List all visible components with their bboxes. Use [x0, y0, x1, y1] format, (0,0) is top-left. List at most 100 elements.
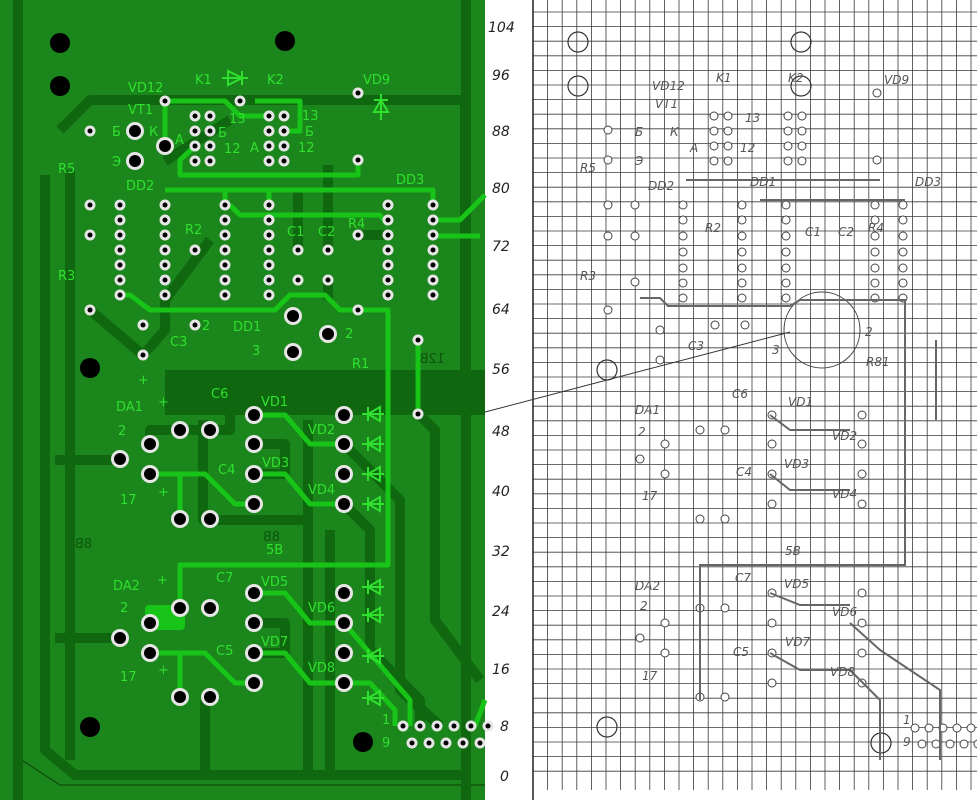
pad-hole — [400, 723, 406, 729]
bottom-trace — [162, 115, 233, 166]
paper-label: 17 — [642, 489, 658, 503]
y-tick-label: 40 — [492, 484, 510, 500]
pad-hole — [222, 277, 228, 283]
pad-hole — [430, 262, 436, 268]
paper-label: 2 — [638, 425, 646, 439]
y-tick-label: 72 — [492, 239, 510, 255]
label-b: Б — [218, 126, 227, 141]
paper-label: VD9 — [884, 73, 909, 87]
y-tick-label: 48 — [492, 424, 510, 440]
paper-pad — [952, 723, 962, 733]
pad-hole — [248, 468, 260, 480]
pad-hole — [415, 337, 421, 343]
label-c1: C1 — [287, 225, 304, 240]
pad-hole — [266, 113, 272, 119]
diode-icon — [362, 465, 384, 483]
paper-label: Э — [634, 154, 644, 168]
paper-pad — [603, 231, 613, 241]
pad-hole — [266, 143, 272, 149]
paper-label: 9 — [903, 735, 911, 749]
pad-hole — [281, 143, 287, 149]
paper-label: К — [670, 125, 679, 139]
pad-hole — [117, 292, 123, 298]
pad-hole — [174, 513, 186, 525]
paper-label: R3 — [580, 269, 596, 283]
pad-hole — [192, 158, 198, 164]
pad-hole — [385, 202, 391, 208]
paper-pad — [870, 247, 880, 257]
paper-label: DA1 — [635, 403, 660, 417]
pad-hole — [144, 647, 156, 659]
paper-pad — [781, 247, 791, 257]
label-plus: + — [157, 573, 168, 588]
diode-icon — [362, 578, 384, 596]
paper-pad — [870, 263, 880, 273]
top-trace — [254, 471, 344, 507]
pad-hole — [477, 740, 483, 746]
pad-hole — [192, 322, 198, 328]
top-trace — [472, 699, 488, 727]
y-tick-label: 96 — [492, 68, 510, 84]
label-2: 2 — [120, 601, 128, 616]
pad-hole — [266, 202, 272, 208]
mounting-hole — [80, 358, 100, 378]
pad-hole — [430, 202, 436, 208]
paper-pad — [737, 263, 747, 273]
paper-pad — [781, 215, 791, 225]
paper-pad — [857, 618, 867, 628]
paper-pad — [678, 247, 688, 257]
top-trace — [255, 98, 303, 134]
paper-pad — [783, 126, 793, 136]
paper-pad — [857, 499, 867, 509]
label-b: Б — [305, 125, 314, 140]
label-a: А — [250, 141, 259, 156]
paper-pad — [797, 111, 807, 121]
paper-label: VD12 — [652, 79, 685, 93]
pad-hole — [174, 602, 186, 614]
pad-hole — [430, 217, 436, 223]
paper-pad — [870, 200, 880, 210]
pad-hole — [207, 158, 213, 164]
paper-label: 17 — [642, 669, 658, 683]
pad-hole — [281, 158, 287, 164]
paper-pad — [767, 499, 777, 509]
paper-pad — [720, 425, 730, 435]
paper-label: K2 — [788, 71, 804, 85]
y-tick-label: 104 — [488, 20, 515, 36]
paper-label: Б — [635, 125, 643, 139]
label-13: 13 — [229, 112, 246, 127]
diode-icon — [362, 495, 384, 513]
paper-label: 5В — [785, 544, 801, 558]
label-vd1: VD1 — [261, 395, 288, 410]
pad-hole — [295, 277, 301, 283]
paper-pad — [660, 469, 670, 479]
pad-hole — [162, 262, 168, 268]
paper-pad — [678, 200, 688, 210]
pad-hole — [162, 232, 168, 238]
paper-y-axis-labels: 104 96 88 80 72 64 56 48 40 32 24 16 8 0 — [488, 20, 515, 785]
pad-hole — [222, 202, 228, 208]
leader-line — [484, 331, 791, 413]
paper-pad — [781, 200, 791, 210]
label-plus: + — [158, 485, 169, 500]
pad-hole — [162, 277, 168, 283]
paper-pad — [678, 231, 688, 241]
label-plus: + — [158, 663, 169, 678]
paper-pad — [630, 200, 640, 210]
pad-hole — [222, 217, 228, 223]
pad-hole — [87, 202, 93, 208]
pad-hole — [338, 409, 350, 421]
pad-hole — [426, 740, 432, 746]
paper-pad — [857, 588, 867, 598]
paper-pad — [720, 692, 730, 702]
paper-pad — [872, 155, 882, 165]
paper-label: VD6 — [832, 605, 857, 619]
paper-pad — [898, 278, 908, 288]
label-12: 12 — [298, 141, 315, 156]
y-tick-label: 88 — [492, 124, 510, 140]
silkscreen-labels: K1 K2 VD12 VT1 VD9 Б К Э А 13 Б 12 А 13 … — [58, 73, 445, 751]
pad-hole — [385, 232, 391, 238]
bottom-label-8v: 8В — [263, 530, 280, 545]
paper-pad — [678, 215, 688, 225]
paper-pad — [870, 215, 880, 225]
